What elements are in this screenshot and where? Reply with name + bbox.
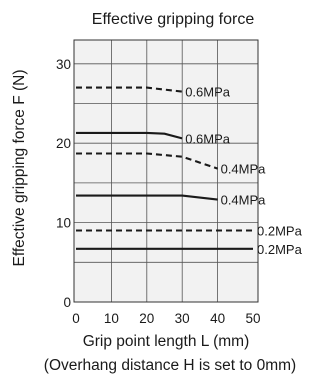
series-lines <box>76 86 253 250</box>
y-tick-labels: 0 10 20 30 <box>56 57 71 310</box>
series-label: 0.4MPa <box>221 162 267 177</box>
x-tick-label: 0 <box>72 311 80 326</box>
plot-background <box>74 40 258 302</box>
x-tick-label: 50 <box>245 311 260 326</box>
series-line <box>76 152 218 170</box>
series-label: 0.4MPa <box>221 193 267 208</box>
series-label: 0.2MPa <box>257 224 303 239</box>
x-tick-label: 10 <box>104 311 119 326</box>
series-labels: 0.6MPa 0.6MPa 0.4MPa 0.4MPa 0.2MPa 0.2MPa <box>185 85 302 257</box>
y-tick-label: 10 <box>56 216 71 231</box>
grid <box>73 39 259 303</box>
series-line <box>76 86 183 93</box>
y-tick-label: 0 <box>63 295 71 310</box>
x-tick-label: 40 <box>210 311 225 326</box>
x-axis-label: Grip point length L (mm) <box>83 333 250 350</box>
series-line <box>76 194 218 201</box>
series-line <box>76 131 183 140</box>
y-tick-label: 20 <box>56 136 71 151</box>
series-label: 0.6MPa <box>185 85 231 100</box>
y-axis-label: Effective gripping force F (N) <box>11 70 28 267</box>
plot-frame <box>73 39 259 303</box>
x-tick-label: 20 <box>139 311 154 326</box>
x-tick-labels: 0 10 20 30 40 50 <box>72 311 260 326</box>
series-label: 0.6MPa <box>185 131 231 146</box>
chart-title: Effective gripping force <box>92 11 255 28</box>
chart-note: (Overhang distance H is set to 0mm) <box>44 357 296 374</box>
x-tick-label: 30 <box>175 311 190 326</box>
series-label: 0.2MPa <box>257 242 303 257</box>
y-tick-label: 30 <box>56 57 71 72</box>
